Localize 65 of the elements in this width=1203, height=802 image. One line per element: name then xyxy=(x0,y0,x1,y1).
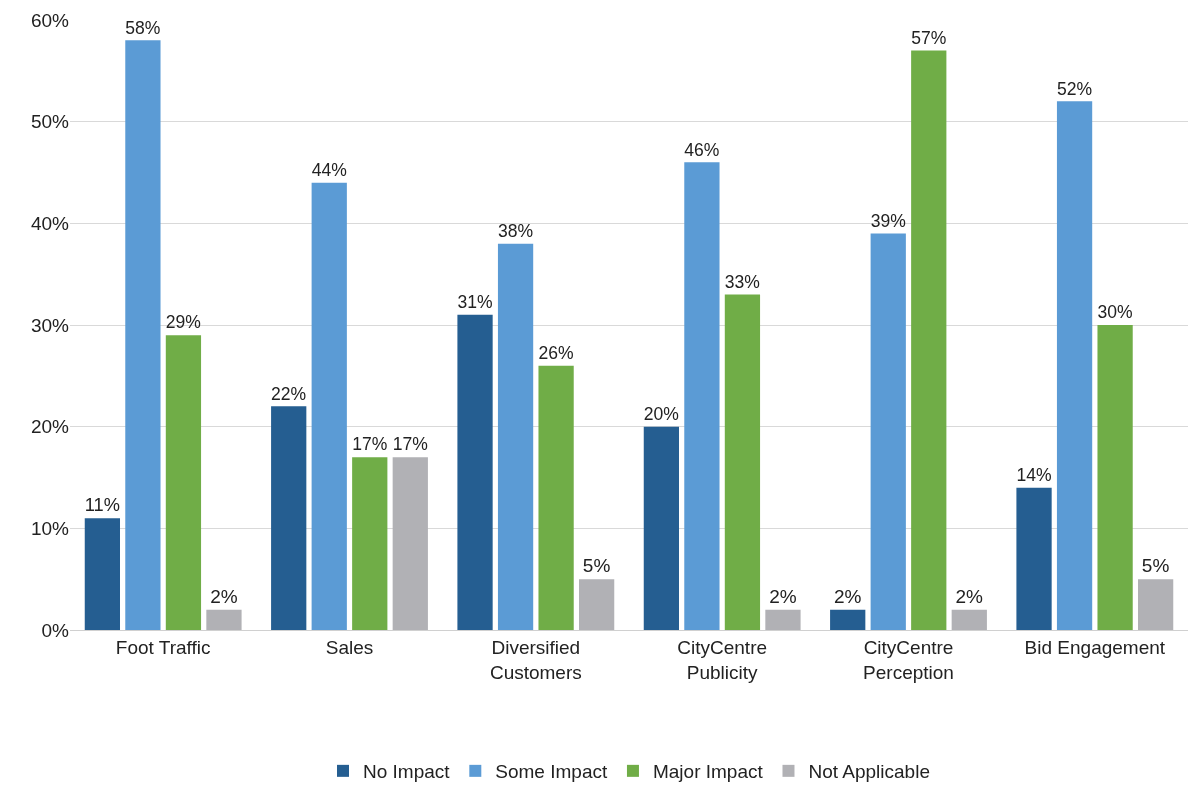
bar xyxy=(643,426,679,630)
x-tick-label: CityCentre Perception xyxy=(863,636,954,683)
data-label: 33% xyxy=(724,271,760,292)
y-tick-label: 30% xyxy=(30,314,70,336)
legend-label: Not Applicable xyxy=(808,761,930,783)
x-tick-label: Sales xyxy=(325,636,374,658)
bar xyxy=(165,335,202,630)
data-label: 2% xyxy=(955,585,984,607)
data-label: 44% xyxy=(311,159,347,180)
y-tick-label: 20% xyxy=(30,416,70,438)
bar xyxy=(1097,325,1133,630)
data-label: 22% xyxy=(271,383,307,404)
bar xyxy=(765,609,801,630)
data-label: 52% xyxy=(1056,78,1093,99)
bar xyxy=(457,314,493,630)
legend-label: No Impact xyxy=(363,761,451,783)
y-tick-label: 50% xyxy=(30,111,70,133)
y-tick-label: 0% xyxy=(41,619,70,641)
bar xyxy=(538,365,574,630)
bar xyxy=(125,40,161,630)
y-tick-label: 60% xyxy=(30,9,70,31)
bar xyxy=(1056,101,1093,630)
bar xyxy=(911,50,947,630)
legend-label: Major Impact xyxy=(652,761,764,783)
bar xyxy=(830,609,866,630)
x-tick-label: Bid Engagement xyxy=(1024,636,1166,658)
data-label: 17% xyxy=(392,434,428,455)
data-label: 30% xyxy=(1097,302,1133,323)
data-label: 5% xyxy=(1141,555,1170,577)
data-label: 31% xyxy=(457,292,493,313)
data-label: 46% xyxy=(684,139,720,160)
bar xyxy=(724,294,761,630)
data-label: 39% xyxy=(870,210,906,231)
bar xyxy=(870,233,906,630)
bar xyxy=(497,243,534,630)
x-tick-label: Diversified Customers xyxy=(489,636,582,683)
data-label: 2% xyxy=(769,585,797,607)
bar xyxy=(84,518,120,630)
y-tick-label: 40% xyxy=(30,212,70,234)
data-label: 38% xyxy=(497,220,534,241)
x-tick-label: Foot Traffic xyxy=(115,636,211,658)
bar xyxy=(311,182,347,630)
bar xyxy=(271,406,307,630)
data-label: 14% xyxy=(1016,464,1052,485)
legend-label: Some Impact xyxy=(495,761,608,783)
data-label: 20% xyxy=(643,403,679,424)
data-label: 26% xyxy=(538,342,574,363)
data-label: 11% xyxy=(84,494,120,516)
data-label: 5% xyxy=(582,555,611,577)
bar xyxy=(951,609,987,630)
data-label: 2% xyxy=(210,585,238,607)
data-label: 17% xyxy=(352,434,388,455)
bar xyxy=(684,162,720,630)
bar xyxy=(206,609,242,630)
bar xyxy=(1016,487,1052,630)
bar xyxy=(392,457,428,630)
bar xyxy=(579,579,615,630)
data-label: 58% xyxy=(125,17,161,38)
x-tick-label: CityCentre Publicity xyxy=(677,636,768,683)
data-label: 2% xyxy=(833,585,862,607)
data-label: 29% xyxy=(165,312,201,333)
bar xyxy=(1138,579,1174,630)
y-tick-label: 10% xyxy=(30,517,70,539)
data-label: 57% xyxy=(911,27,947,48)
bar xyxy=(352,457,388,630)
